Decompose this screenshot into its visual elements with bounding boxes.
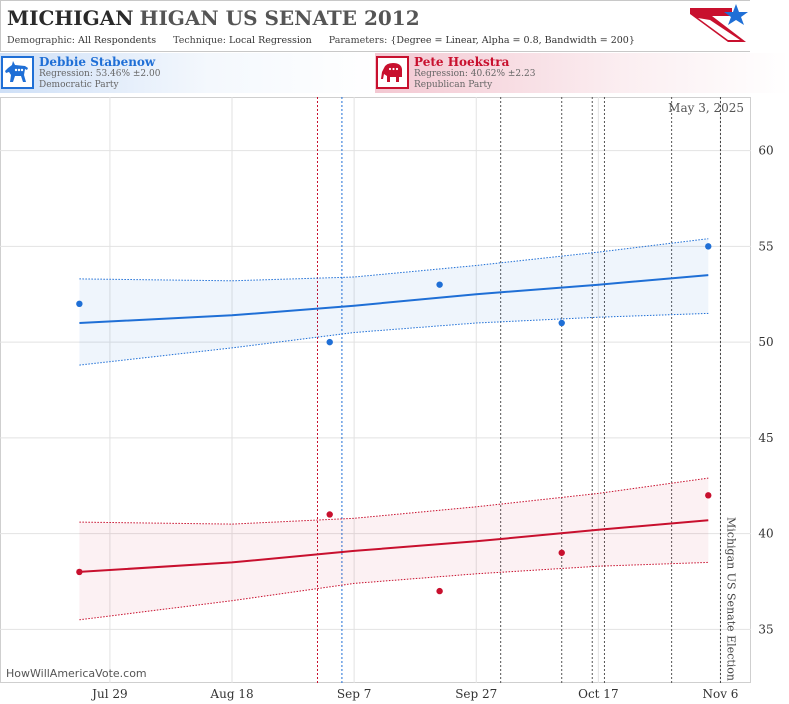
y-tick-label: 40 [758, 527, 773, 541]
regression-line [79, 519, 709, 573]
y-tick-label: 50 [758, 335, 773, 349]
candidate-party-dem: Democratic Party [39, 80, 119, 90]
parameters-line: Demographic: All Respondents Technique: … [7, 35, 635, 46]
candidate-panel-dem: Debbie Stabenow Regression: 53.46% ±2.00… [0, 53, 380, 93]
demographic-label: Demographic: [7, 35, 76, 46]
y-tick-label: 35 [758, 622, 773, 636]
title-race: HIGAN US SENATE 2012 [139, 6, 420, 30]
plot-area [0, 97, 751, 683]
poll-point [76, 568, 83, 576]
candidate-party-rep: Republican Party [414, 80, 493, 90]
poll-point [705, 243, 712, 250]
site-watermark: HowWillAmericaVote.com [6, 667, 147, 680]
poll-point [705, 492, 712, 499]
technique-value: Local Regression [229, 35, 312, 46]
poll-point [326, 338, 333, 346]
x-tick-label: Oct 17 [578, 687, 618, 701]
flag-star-logo-icon [690, 4, 748, 42]
x-tick-label: Sep 27 [455, 687, 497, 701]
poll-point [436, 587, 443, 595]
candidate-panel-rep: Pete Hoekstra Regression: 40.62% ±2.23 R… [375, 53, 789, 93]
page-title: MICHIGAN HIGAN US SENATE 2012 [7, 6, 420, 30]
poll-point [436, 281, 443, 288]
y-tick-label: 55 [758, 239, 773, 253]
confidence-lower-line [79, 561, 709, 621]
title-state: MICHIGAN [7, 6, 134, 30]
candidate-name-dem: Debbie Stabenow [39, 55, 156, 69]
demographic-value: All Respondents [78, 35, 157, 46]
parameters-label: Parameters: [328, 35, 388, 46]
y-tick-label: 45 [758, 431, 773, 445]
x-tick-label: Sep 7 [337, 687, 371, 701]
regression-line [79, 274, 709, 324]
poll-point [326, 511, 333, 518]
x-tick-label: Jul 29 [90, 687, 127, 701]
confidence-upper-line [79, 238, 709, 282]
x-tick-label: Nov 6 [702, 687, 738, 701]
date-stamp: May 3, 2025 [668, 101, 744, 115]
parameters-value: {Degree = Linear, Alpha = 0.8, Bandwidth… [390, 35, 635, 46]
x-tick-label: Aug 18 [209, 687, 253, 701]
candidate-regression-rep: Regression: 40.62% ±2.23 [414, 69, 536, 79]
chart-header: MICHIGAN HIGAN US SENATE 2012 Demographic… [0, 0, 750, 52]
candidate-name-rep: Pete Hoekstra [414, 55, 510, 69]
series-group [76, 238, 712, 366]
poll-point [76, 300, 83, 308]
donkey-icon [1, 56, 34, 89]
series-group [76, 477, 712, 621]
confidence-band [79, 478, 709, 620]
election-label: Michigan US Senate Election [724, 517, 737, 681]
poll-chart: 35 40 45 50 55 60 Jul 29 Aug 18 Sep 7 Sep 27 Oct 1… [0, 97, 774, 701]
y-tick-label: 60 [758, 144, 773, 158]
technique-label: Technique: [173, 35, 226, 46]
poll-point [558, 549, 565, 556]
confidence-upper-line [79, 477, 709, 525]
poll-point [558, 319, 565, 327]
elephant-icon [376, 56, 409, 89]
candidate-regression-dem: Regression: 53.46% ±2.00 [39, 69, 161, 79]
